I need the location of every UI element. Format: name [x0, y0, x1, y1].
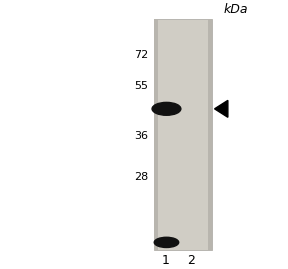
Text: 1: 1 [162, 254, 170, 267]
Text: 55: 55 [134, 81, 148, 91]
Ellipse shape [152, 102, 181, 115]
Text: 2: 2 [187, 254, 196, 267]
Bar [154, 19, 158, 250]
Ellipse shape [154, 237, 179, 247]
Text: 72: 72 [134, 50, 148, 60]
Text: 36: 36 [134, 131, 148, 141]
Bar [154, 19, 212, 250]
Text: kDa: kDa [224, 3, 249, 16]
Bar [208, 19, 212, 250]
Text: 28: 28 [134, 172, 148, 182]
Polygon shape [215, 100, 228, 117]
